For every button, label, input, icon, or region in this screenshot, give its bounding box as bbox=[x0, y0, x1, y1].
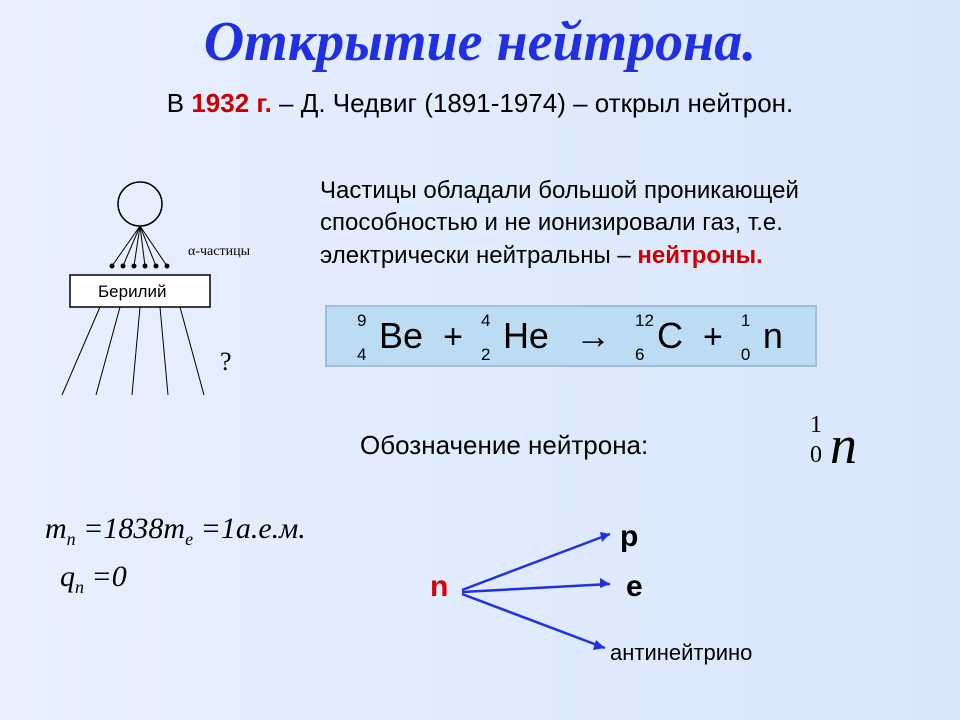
experiment-diagram: α-частицы Берилий ? bbox=[50, 180, 290, 415]
alpha-label: α-частицы bbox=[188, 244, 251, 259]
charge-equation: qn =0 bbox=[60, 560, 127, 598]
page-title: Открытие нейтрона. bbox=[0, 0, 960, 74]
subtitle-rest: – Д. Чедвиг (1891-1974) – открыл нейтрон… bbox=[272, 88, 793, 118]
subtitle-prefix: В bbox=[167, 88, 192, 118]
subtitle: В 1932 г. – Д. Чедвиг (1891-1974) – откр… bbox=[0, 88, 960, 119]
plus-1: + bbox=[443, 318, 463, 356]
reactant-be: 9 4 Be bbox=[357, 315, 423, 357]
mass-equation: mn =1838me =1а.е.м. bbox=[45, 512, 306, 550]
reactant-he: 4 2 He bbox=[481, 315, 549, 357]
paragraph: Частицы обладали большой проникающей спо… bbox=[320, 175, 910, 272]
decay-p: p bbox=[620, 520, 638, 554]
decay-e: e bbox=[626, 570, 643, 604]
question-mark: ? bbox=[220, 347, 232, 376]
decay-antineutrino: антинейтрино bbox=[610, 640, 752, 666]
paragraph-highlight: нейтроны. bbox=[637, 242, 762, 269]
nuclear-reaction: 9 4 Be + 4 2 He → 12 6 C + 1 0 n bbox=[325, 305, 817, 367]
product-n: 1 0 n bbox=[741, 315, 783, 357]
box-label: Берилий bbox=[98, 282, 166, 301]
decay-n: n bbox=[430, 570, 448, 604]
subtitle-year: 1932 г. bbox=[191, 88, 272, 118]
product-c: 12 6 C bbox=[635, 315, 683, 357]
plus-2: + bbox=[703, 318, 723, 356]
neutron-notation-label: Обозначение нейтрона: bbox=[360, 430, 648, 461]
reaction-arrow: → bbox=[575, 315, 611, 356]
